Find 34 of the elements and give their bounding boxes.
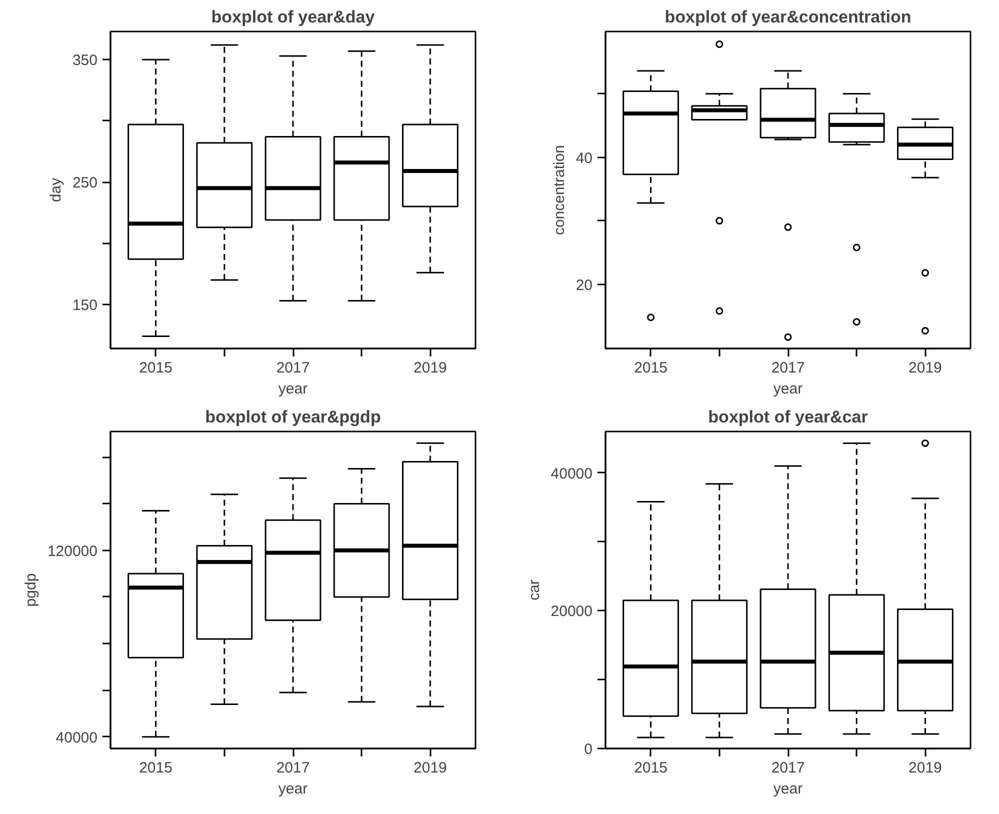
x-tick-label: 2015 [139, 760, 172, 776]
y-tick-label: 20 [576, 276, 593, 294]
x-tick-label: 2019 [414, 360, 447, 376]
x-tick-label: 2019 [908, 360, 942, 376]
y-axis-title: car [526, 580, 543, 600]
x-tick-label: 2017 [276, 360, 310, 376]
y-tick-label: 40000 [56, 729, 98, 746]
x-axis-title: year [773, 380, 803, 398]
y-tick-label: 40000 [550, 465, 593, 482]
x-tick-label: 2019 [908, 760, 942, 776]
x-tick-label: 2017 [771, 760, 805, 776]
y-tick-label: 40 [576, 150, 593, 167]
y-axis-title: day [47, 177, 64, 202]
x-axis-title: year [278, 380, 308, 398]
y-axis-title: pgdp [22, 573, 40, 607]
x-tick-label: 2017 [276, 760, 310, 776]
chart-title: boxplot of year&car [708, 408, 868, 426]
chart-title: boxplot of year&pgdp [205, 408, 381, 426]
y-tick-label: 0 [584, 741, 592, 758]
y-tick-label: 20000 [550, 603, 593, 620]
chart-title: boxplot of year&day [211, 8, 376, 26]
x-tick-label: 2015 [634, 760, 668, 776]
y-axis-title: concentration [550, 144, 568, 236]
y-tick-label: 250 [72, 174, 98, 192]
x-tick-label: 2017 [771, 360, 805, 376]
x-axis-title: year [278, 780, 308, 798]
chart-title: boxplot of year&concentration [664, 8, 912, 26]
x-tick-label: 2015 [139, 360, 172, 376]
y-tick-label: 350 [72, 52, 98, 70]
x-tick-label: 2015 [634, 360, 668, 376]
y-tick-label: 150 [72, 296, 98, 314]
x-tick-label: 2019 [414, 760, 447, 776]
x-axis-title: year [773, 780, 803, 798]
y-tick-label: 120000 [47, 542, 98, 560]
